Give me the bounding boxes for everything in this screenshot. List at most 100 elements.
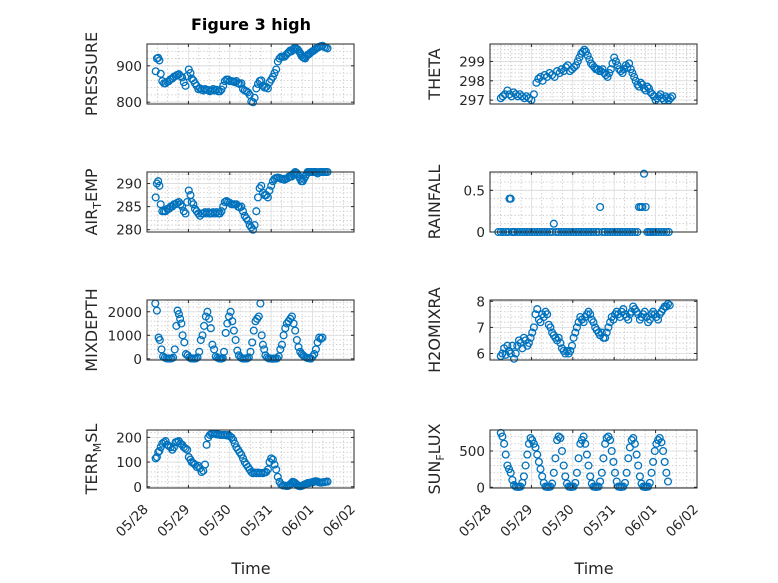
data-point bbox=[531, 443, 540, 452]
data-point bbox=[205, 314, 214, 323]
data-point bbox=[178, 73, 187, 82]
x-axis-label-left: Time bbox=[230, 559, 270, 578]
y-tick-label: 2000 bbox=[108, 305, 142, 321]
data-point bbox=[156, 69, 165, 78]
data-point bbox=[206, 324, 215, 333]
subplot-pressure: 800 900 PRESSURE bbox=[82, 32, 355, 116]
data-point bbox=[524, 338, 533, 348]
data-point bbox=[576, 439, 585, 448]
data-point bbox=[252, 207, 261, 216]
x-tick-label: 05/31 bbox=[580, 502, 619, 541]
data-point bbox=[279, 331, 288, 340]
data-point bbox=[229, 326, 238, 335]
data-point bbox=[248, 338, 257, 347]
data-point bbox=[237, 450, 246, 459]
x-axis-label-right: Time bbox=[573, 559, 613, 578]
data-point bbox=[260, 345, 269, 354]
data-point bbox=[557, 65, 566, 74]
data-point bbox=[291, 326, 300, 335]
data-point bbox=[248, 98, 258, 107]
y-axis-label: THETA bbox=[425, 48, 444, 100]
data-point bbox=[650, 446, 659, 456]
data-point bbox=[583, 51, 592, 60]
y-tick-label: 0 bbox=[476, 480, 485, 496]
data-point bbox=[586, 310, 595, 319]
data-point bbox=[272, 354, 282, 363]
x-tick-label: 06/01 bbox=[279, 502, 318, 541]
data-point bbox=[645, 478, 654, 487]
data-point bbox=[256, 299, 265, 308]
data-point bbox=[229, 435, 238, 444]
y-tick-label: 297 bbox=[459, 93, 485, 109]
axes-box bbox=[146, 299, 355, 361]
y-tick-label: 0 bbox=[133, 352, 142, 368]
data-point bbox=[268, 455, 277, 464]
data-point bbox=[613, 61, 622, 70]
data-point bbox=[644, 482, 653, 491]
y-tick-label: 6 bbox=[476, 346, 485, 362]
data-point bbox=[276, 345, 285, 354]
x-tick-label: 05/30 bbox=[539, 502, 578, 541]
data-point bbox=[572, 61, 581, 70]
data-point bbox=[663, 477, 673, 486]
data-point bbox=[575, 53, 584, 62]
x-tick-label: 05/29 bbox=[497, 502, 536, 541]
data-point bbox=[652, 439, 661, 448]
data-point bbox=[508, 341, 517, 350]
y-tick-label: 500 bbox=[459, 444, 485, 460]
data-point bbox=[233, 346, 242, 355]
data-point bbox=[155, 335, 164, 345]
data-point bbox=[528, 328, 537, 337]
data-point bbox=[198, 331, 207, 340]
y-tick-label: 8 bbox=[476, 294, 485, 310]
y-axis-label: H2OMIXRA bbox=[425, 287, 444, 373]
data-point bbox=[170, 345, 179, 354]
data-point bbox=[237, 79, 246, 88]
data-point bbox=[273, 472, 282, 481]
data-point bbox=[155, 181, 164, 190]
data-point bbox=[631, 76, 640, 85]
data-point bbox=[533, 450, 542, 459]
data-point bbox=[529, 323, 538, 332]
data-point bbox=[628, 68, 637, 78]
data-point bbox=[573, 57, 582, 66]
data-point bbox=[230, 439, 239, 448]
data-point bbox=[569, 482, 578, 491]
data-point bbox=[508, 475, 517, 485]
data-point bbox=[659, 446, 668, 456]
data-point bbox=[549, 219, 558, 228]
data-point bbox=[662, 468, 671, 477]
y-axis-label: AIRTEMP bbox=[82, 168, 104, 235]
data-point bbox=[250, 93, 259, 102]
data-point bbox=[519, 472, 528, 481]
data-point bbox=[316, 334, 325, 343]
data-point bbox=[606, 65, 615, 74]
data-point bbox=[549, 468, 558, 477]
data-point bbox=[649, 457, 658, 466]
data-point bbox=[554, 333, 563, 342]
data-point bbox=[217, 207, 226, 216]
data-point bbox=[174, 310, 183, 319]
data-point bbox=[638, 80, 647, 89]
data-point bbox=[187, 197, 196, 207]
y-axis-label: RAINFALL bbox=[425, 165, 444, 240]
y-tick-label: 200 bbox=[116, 430, 142, 446]
data-point bbox=[624, 454, 633, 463]
data-point bbox=[645, 315, 654, 324]
data-point bbox=[634, 461, 643, 470]
y-tick-label: 0 bbox=[476, 225, 485, 241]
x-tick-label: 05/30 bbox=[196, 502, 235, 541]
x-tick-label: 05/28 bbox=[113, 502, 152, 541]
data-point bbox=[597, 468, 606, 477]
data-point bbox=[272, 65, 281, 74]
data-point bbox=[193, 353, 202, 362]
data-point bbox=[543, 310, 552, 319]
data-point bbox=[155, 56, 164, 65]
data-point bbox=[310, 350, 319, 359]
data-point bbox=[644, 84, 654, 93]
data-point bbox=[221, 328, 230, 337]
data-point bbox=[526, 333, 535, 342]
data-point bbox=[152, 306, 161, 315]
data-point bbox=[526, 433, 535, 443]
